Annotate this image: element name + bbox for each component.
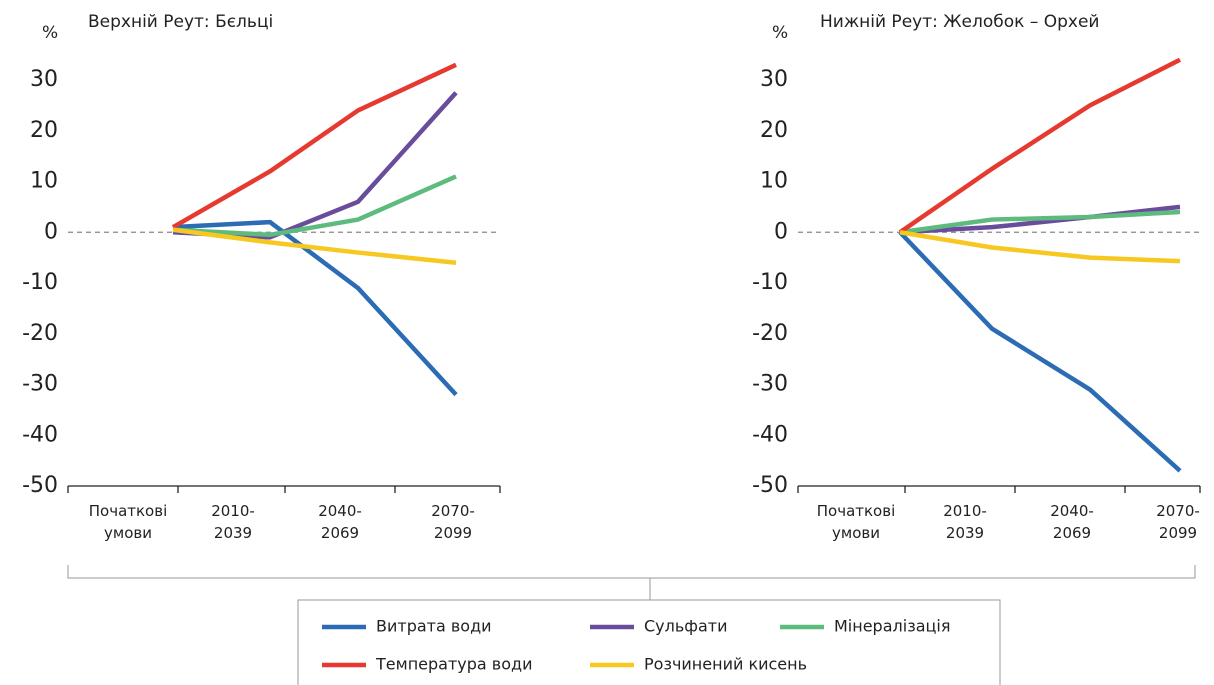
series-line [898, 230, 1182, 473]
y-tick-label: -30 [752, 372, 788, 397]
chart-title: Нижній Реут: Желобок – Орхей [820, 12, 1099, 32]
series-line [899, 209, 1181, 235]
y-tick-label: -50 [22, 473, 58, 498]
y-tick-label: -20 [752, 321, 788, 346]
y-tick-label: 0 [44, 219, 58, 244]
y-tick-label: 0 [774, 219, 788, 244]
y-tick-label: 30 [760, 67, 788, 92]
y-tick-label: -30 [22, 372, 58, 397]
legend-box [297, 599, 1001, 685]
y-axis-label: % [772, 23, 788, 43]
series-line [171, 62, 457, 230]
x-tick-label: Початкові умови [88, 502, 168, 542]
legend-label: Температура води [375, 655, 532, 674]
x-tick-label: Початкові умови [816, 502, 896, 542]
x-tick-label: 2010-2039 [211, 502, 255, 542]
x-tick-label: 2040-2069 [318, 502, 362, 542]
y-tick-label: -40 [752, 422, 788, 447]
x-tick-label: 2040-2069 [1050, 502, 1094, 542]
y-tick-label: 20 [760, 118, 788, 143]
y-tick-label: -50 [752, 473, 788, 498]
y-tick-label: 30 [30, 67, 58, 92]
series-line [172, 174, 457, 238]
y-tick-label: 10 [30, 169, 58, 194]
legend-label: Розчинений кисень [644, 655, 807, 674]
legend-label: Сульфати [644, 617, 728, 636]
y-tick-label: -10 [22, 270, 58, 295]
y-tick-label: 10 [760, 169, 788, 194]
series-line [172, 227, 457, 265]
legend-bracket [67, 565, 1196, 600]
legend-label: Витрата води [376, 617, 492, 636]
y-axis-label: % [42, 23, 58, 43]
x-tick-label: 2070-2099 [1156, 502, 1200, 542]
series-line [899, 204, 1181, 235]
x-tick-label: 2010-2039 [943, 502, 987, 542]
series-line [899, 230, 1181, 264]
series-line [898, 57, 1182, 235]
x-tick-label: 2070-2099 [431, 502, 475, 542]
y-tick-label: -20 [22, 321, 58, 346]
series-line [172, 219, 458, 397]
y-tick-label: 20 [30, 118, 58, 143]
chart-title: Верхній Реут: Бєльці [88, 12, 273, 32]
series-line [172, 91, 458, 240]
legend-label: Мінералізація [834, 617, 950, 636]
y-tick-label: -40 [22, 422, 58, 447]
y-tick-label: -10 [752, 270, 788, 295]
